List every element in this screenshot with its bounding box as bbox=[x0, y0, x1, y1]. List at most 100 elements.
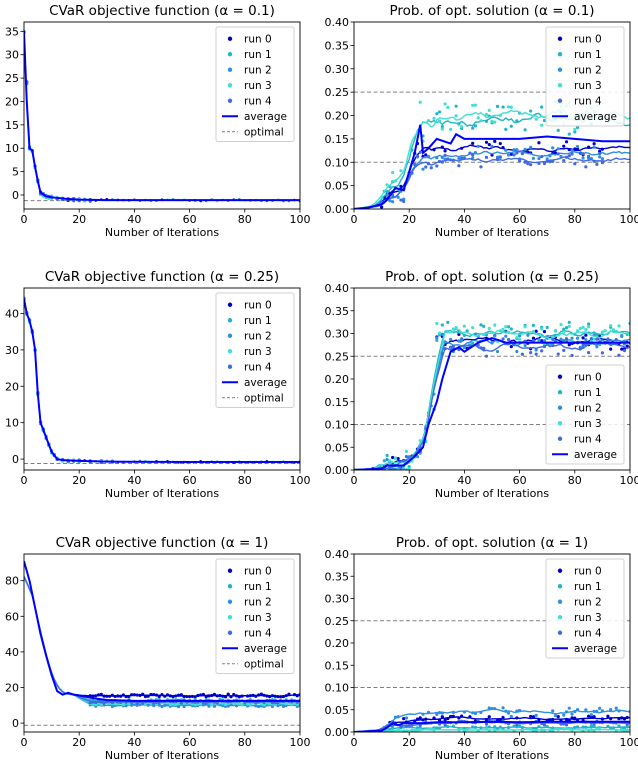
run-1-point bbox=[562, 327, 566, 331]
run-2-point bbox=[421, 167, 425, 171]
chart-panel-1: Prob. of opt. solution (α = 0.1) 0 20 40 60 8… bbox=[325, 3, 638, 239]
run-2-point bbox=[553, 713, 558, 718]
x-tick-label: 60 bbox=[513, 474, 527, 487]
run-2-point bbox=[402, 197, 406, 201]
legend-run-marker bbox=[227, 67, 233, 72]
run-3-point bbox=[437, 331, 442, 335]
run-2-point bbox=[592, 145, 596, 149]
y-tick-label: 35 bbox=[5, 25, 19, 38]
legend-run-marker bbox=[557, 67, 563, 72]
run-4-point bbox=[399, 198, 403, 202]
y-tick-label: 0.05 bbox=[325, 180, 350, 193]
legend-run-marker bbox=[227, 584, 233, 589]
run-4-point bbox=[595, 162, 599, 167]
run-1-point bbox=[382, 459, 386, 463]
run-2-point bbox=[518, 334, 522, 338]
legend: run 0 run 1 run 2 run 3 run 4 average optimal bbox=[215, 26, 295, 142]
run-0-point bbox=[380, 205, 384, 209]
run-3-point bbox=[501, 327, 505, 331]
y-tick-label: 0 bbox=[12, 453, 19, 466]
run-4-point bbox=[614, 338, 618, 342]
legend-run-marker bbox=[557, 436, 563, 441]
run-4-point bbox=[451, 344, 455, 348]
x-tick-label: 60 bbox=[183, 213, 197, 226]
run-4-point bbox=[542, 723, 547, 727]
y-tick-label: 0.10 bbox=[325, 419, 350, 432]
run-3-point bbox=[393, 457, 397, 461]
run-4-point bbox=[526, 162, 530, 166]
legend-label: average bbox=[574, 111, 617, 123]
run-3-point bbox=[581, 325, 585, 329]
legend-label: run 2 bbox=[574, 403, 602, 415]
plot-area bbox=[24, 560, 300, 726]
x-tick-label: 80 bbox=[238, 474, 252, 487]
run-0-point bbox=[396, 456, 400, 461]
average-line bbox=[24, 560, 300, 702]
run-0-point bbox=[581, 336, 585, 340]
run-4-point bbox=[501, 337, 505, 341]
run-3-point bbox=[611, 328, 616, 332]
run-2-point bbox=[559, 337, 563, 341]
run-4-point bbox=[570, 152, 574, 156]
run-3-point bbox=[487, 326, 491, 330]
run-1-point bbox=[542, 118, 547, 123]
plot-area bbox=[24, 29, 300, 203]
run-4-point bbox=[562, 158, 566, 163]
y-tick-label: 0.10 bbox=[325, 156, 350, 169]
run-2-point bbox=[567, 706, 571, 710]
run-3-point bbox=[388, 459, 392, 463]
run-4-point bbox=[556, 352, 560, 356]
x-tick-label: 80 bbox=[568, 474, 582, 487]
run-1-point bbox=[435, 112, 439, 116]
run-3-point bbox=[603, 329, 607, 333]
run-3-point bbox=[476, 116, 480, 120]
x-tick-label: 40 bbox=[127, 474, 141, 487]
run-2-point bbox=[570, 336, 574, 340]
x-axis-label: Number of Iterations bbox=[105, 487, 219, 500]
x-tick-label: 100 bbox=[620, 213, 638, 226]
run-2-point bbox=[495, 349, 500, 354]
x-tick-label: 60 bbox=[183, 474, 197, 487]
run-3-point bbox=[454, 114, 458, 118]
chart-panel-4: CVaR objective function (α = 1) 0 20 40 60 80… bbox=[5, 535, 311, 762]
legend-box bbox=[215, 558, 295, 674]
run-4-point bbox=[529, 350, 533, 355]
run-2-point bbox=[609, 708, 613, 712]
legend-run-marker bbox=[227, 83, 233, 88]
legend-label: run 1 bbox=[244, 581, 272, 593]
y-tick-label: 20 bbox=[5, 95, 19, 108]
run-4-point bbox=[460, 337, 464, 341]
axes-frame bbox=[23, 21, 301, 210]
run-3-point bbox=[460, 125, 464, 129]
run-0-point bbox=[592, 715, 596, 719]
x-axis-label: Number of Iterations bbox=[105, 226, 219, 239]
y-tick-label: 0.35 bbox=[325, 39, 350, 52]
y-tick-label: 0 bbox=[12, 189, 19, 202]
run-4-point bbox=[399, 465, 403, 469]
run-4-point bbox=[617, 353, 621, 357]
legend-run-marker bbox=[227, 364, 233, 369]
run-3-point bbox=[399, 169, 403, 173]
run-2-point bbox=[570, 712, 574, 716]
legend-label: run 2 bbox=[574, 65, 602, 77]
run-3-point bbox=[534, 117, 538, 121]
y-tick-label: 20 bbox=[5, 682, 19, 695]
run-2-point bbox=[598, 155, 602, 159]
axes-frame bbox=[353, 21, 631, 210]
run-4-point bbox=[589, 337, 593, 341]
run-4-point bbox=[484, 722, 489, 726]
run-4-point bbox=[595, 337, 599, 341]
y-tick-label: 10 bbox=[5, 142, 19, 155]
run-4-point bbox=[484, 354, 489, 358]
average-line bbox=[24, 298, 300, 463]
run-3-point bbox=[562, 330, 566, 334]
chart-title: Prob. of opt. solution (α = 1) bbox=[396, 535, 588, 551]
x-tick-label: 0 bbox=[351, 736, 358, 749]
run-4-point bbox=[506, 338, 511, 342]
run-4-point bbox=[564, 723, 569, 727]
run-2-point bbox=[620, 333, 624, 338]
run-3-point bbox=[210, 703, 214, 707]
legend-label: run 2 bbox=[244, 331, 272, 343]
y-tick-label: 25 bbox=[5, 72, 19, 85]
